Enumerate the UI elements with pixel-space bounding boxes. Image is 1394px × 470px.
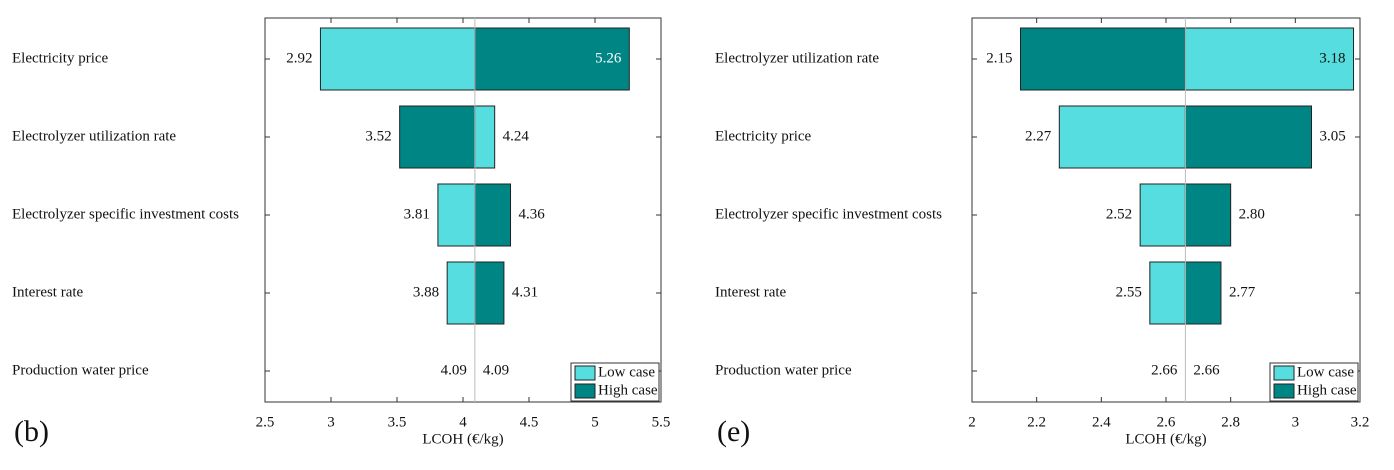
- value-label: 2.80: [1239, 206, 1265, 222]
- category-label: Interest rate: [715, 284, 787, 300]
- value-label: 3.18: [1319, 50, 1345, 66]
- value-label: 2.92: [286, 50, 312, 66]
- x-tick-label: 4.5: [520, 414, 539, 430]
- value-label: 2.15: [986, 50, 1012, 66]
- x-tick-label: 2.4: [1092, 414, 1111, 430]
- category-label: Electricity price: [12, 50, 109, 66]
- value-label: 3.81: [404, 206, 430, 222]
- value-label: 4.31: [512, 284, 538, 300]
- bar: [1149, 261, 1186, 325]
- bar: [437, 183, 476, 247]
- value-label: 2.27: [1025, 128, 1052, 144]
- bar: [1020, 27, 1186, 91]
- category-label: Production water price: [715, 362, 852, 378]
- value-label: 4.09: [483, 362, 509, 378]
- x-tick-label: 2.6: [1157, 414, 1176, 430]
- value-label: 2.66: [1193, 362, 1220, 378]
- x-tick-label: 3.5: [388, 414, 407, 430]
- panel-label: (b): [14, 415, 49, 448]
- x-tick-label: 2: [968, 414, 976, 430]
- category-label: Production water price: [12, 362, 149, 378]
- bar: [474, 105, 496, 169]
- value-label: 2.77: [1229, 284, 1256, 300]
- chart: 2 2.2 2.4 2.6 2.8 3 3.2 LCOH (€/kg) (e) Electroly…: [715, 17, 1370, 448]
- x-tick-label: 2.8: [1221, 414, 1240, 430]
- value-label: 3.52: [365, 128, 391, 144]
- bar: [446, 261, 476, 325]
- value-label: 4.09: [441, 362, 467, 378]
- bar: [1184, 27, 1355, 91]
- bar: [1184, 105, 1313, 169]
- category-label: Interest rate: [12, 284, 84, 300]
- category-label: Electrolyzer utilization rate: [715, 50, 879, 66]
- bar: [399, 105, 476, 169]
- bar: [474, 27, 630, 91]
- bar: [474, 183, 512, 247]
- value-label: 3.05: [1320, 128, 1346, 144]
- x-tick-label: 4: [459, 414, 467, 430]
- category-label: Electricity price: [715, 128, 812, 144]
- legend-label: High case: [598, 382, 658, 398]
- legend-swatch: [1273, 383, 1295, 399]
- value-label: 5.26: [595, 50, 622, 66]
- x-tick-label: 5: [591, 414, 599, 430]
- bar: [474, 261, 505, 325]
- legend-label: Low case: [598, 364, 655, 380]
- legend-swatch: [1273, 365, 1295, 381]
- value-label: 4.36: [519, 206, 546, 222]
- bar: [1184, 183, 1232, 247]
- category-label: Electrolyzer utilization rate: [12, 128, 176, 144]
- value-label: 4.24: [503, 128, 530, 144]
- x-axis-label: LCOH (€/kg): [422, 431, 503, 447]
- legend-swatch: [574, 365, 596, 381]
- value-label: 2.66: [1151, 362, 1178, 378]
- x-axis-label: LCOH (€/kg): [1125, 431, 1206, 447]
- x-tick-label: 3: [1292, 414, 1300, 430]
- bar: [1139, 183, 1186, 247]
- category-label: Electrolyzer specific investment costs: [12, 206, 239, 222]
- bar: [1184, 261, 1222, 325]
- category-label: Electrolyzer specific investment costs: [715, 206, 942, 222]
- chart: 2.5 3 3.5 4 4.5 5 5.5 LCOH (€/kg) (b) Electricity…: [12, 17, 671, 448]
- x-tick-label: 2.5: [256, 414, 275, 430]
- value-label: 2.52: [1106, 206, 1132, 222]
- x-tick-label: 3: [327, 414, 335, 430]
- value-label: 2.55: [1116, 284, 1142, 300]
- panel-label: (e): [717, 415, 750, 448]
- legend-label: Low case: [1297, 364, 1354, 380]
- bar: [1058, 105, 1186, 169]
- bar: [319, 27, 476, 91]
- value-label: 3.88: [413, 284, 439, 300]
- x-tick-label: 5.5: [652, 414, 671, 430]
- legend-label: High case: [1297, 382, 1357, 398]
- legend-swatch: [574, 383, 596, 399]
- x-tick-label: 3.2: [1351, 414, 1370, 430]
- x-tick-label: 2.2: [1027, 414, 1046, 430]
